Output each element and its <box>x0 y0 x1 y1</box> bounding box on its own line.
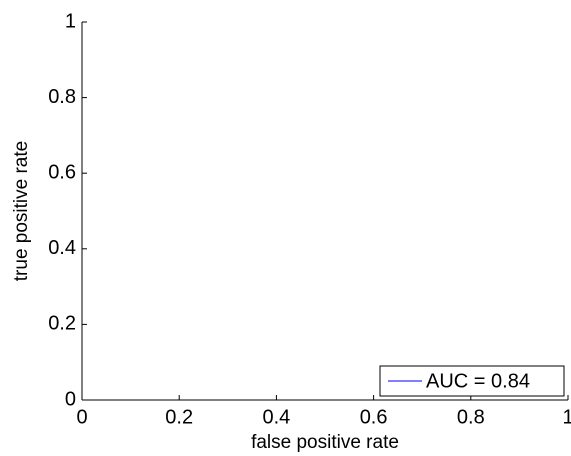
x-tick-label: 0 <box>76 406 87 428</box>
x-tick-label: 1 <box>562 406 571 428</box>
legend-label: AUC = 0.84 <box>426 370 530 392</box>
x-tick-label: 0.2 <box>165 406 193 428</box>
y-tick-label: 0 <box>65 388 76 410</box>
x-tick-label: 0.6 <box>360 406 388 428</box>
y-axis-label: true positive rate <box>11 141 32 281</box>
y-tick-label: 0.2 <box>48 313 76 335</box>
x-tick-label: 0.4 <box>262 406 290 428</box>
y-tick-label: 0.6 <box>48 161 76 183</box>
y-tick-label: 1 <box>65 10 76 32</box>
x-tick-label: 0.8 <box>457 406 485 428</box>
y-tick-label: 0.8 <box>48 86 76 108</box>
y-tick-label: 0.4 <box>48 237 76 259</box>
x-axis-label: false positive rate <box>251 432 399 453</box>
